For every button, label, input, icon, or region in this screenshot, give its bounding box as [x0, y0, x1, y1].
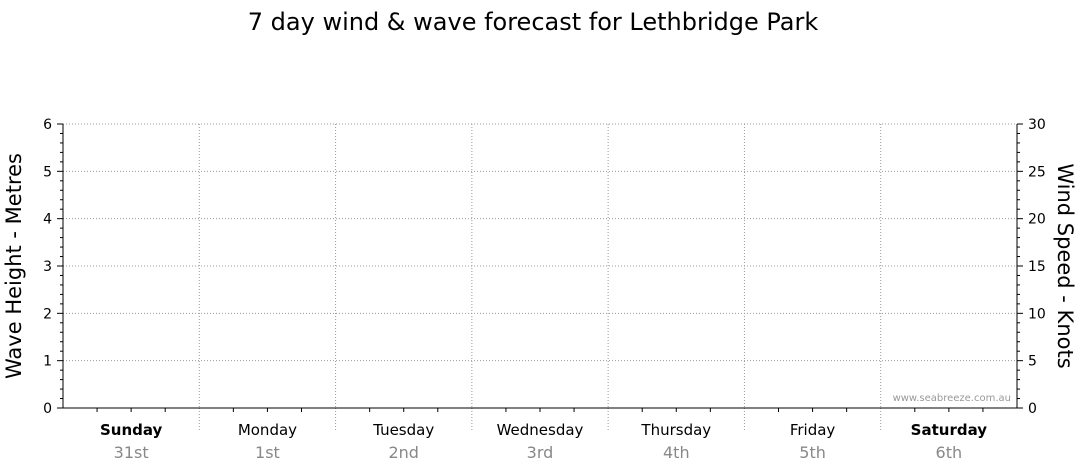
day-date-label: 31st [114, 443, 149, 462]
day-name-label: Tuesday [372, 421, 434, 439]
right-tick-label: 10 [1028, 306, 1046, 322]
left-tick-label: 1 [43, 354, 52, 370]
day-date-label: 4th [663, 443, 690, 462]
day-date-label: 1st [255, 443, 280, 462]
right-tick-label: 25 [1028, 164, 1046, 180]
day-name-label: Wednesday [497, 421, 584, 439]
grid-lines [63, 123, 1017, 430]
right-tick-label: 15 [1028, 259, 1046, 275]
day-name-label: Friday [790, 421, 836, 439]
left-tick-label: 0 [43, 401, 52, 417]
watermark: www.seabreeze.com.au [893, 393, 1011, 404]
day-name-label: Saturday [911, 421, 988, 439]
day-name-label: Sunday [100, 421, 163, 439]
right-tick-label: 5 [1028, 354, 1037, 370]
day-labels: Sunday 31st Monday 1st Tuesday 2nd Wednesday 3r… [100, 421, 987, 462]
day-date-label: 2nd [388, 443, 418, 462]
right-axis-ticks: 0 5 10 15 20 25 30 [1017, 117, 1046, 417]
left-axis-title: Wave Height - Metres [2, 153, 26, 379]
right-axis-title: Wind Speed - Knots [1053, 163, 1077, 368]
day-date-label: 5th [799, 443, 826, 462]
chart-title: 7 day wind & wave forecast for Lethbridg… [248, 8, 819, 36]
left-axis-ticks: 0 1 2 3 4 5 6 [43, 117, 63, 417]
left-tick-label: 6 [43, 117, 52, 133]
right-tick-label: 0 [1028, 401, 1037, 417]
left-tick-label: 2 [43, 306, 52, 322]
right-tick-label: 30 [1028, 117, 1046, 133]
day-name-label: Monday [238, 421, 297, 439]
day-date-label: 6th [936, 443, 963, 462]
left-tick-label: 3 [43, 259, 52, 275]
left-tick-label: 4 [43, 212, 52, 228]
left-tick-label: 5 [43, 164, 52, 180]
right-tick-label: 20 [1028, 212, 1046, 228]
day-name-label: Thursday [640, 421, 711, 439]
axes [62, 124, 1018, 412]
day-date-label: 3rd [527, 443, 554, 462]
